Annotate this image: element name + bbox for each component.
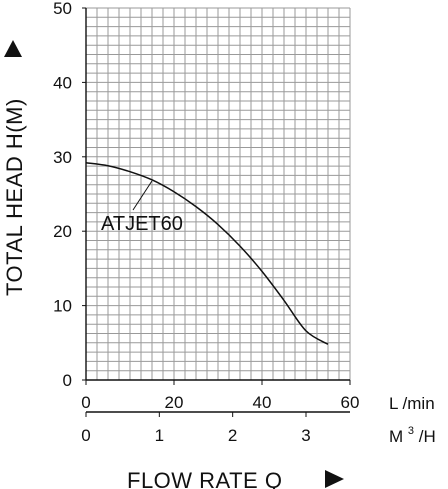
y-tick-label: 10 bbox=[53, 297, 72, 316]
secondary-x-axis-unit: M 3 /H bbox=[389, 419, 436, 446]
secondary-unit-superscript: 3 bbox=[408, 425, 414, 437]
series-label-atjet60: ATJET60 bbox=[101, 213, 183, 235]
series-line-atjet60 bbox=[85, 162, 329, 345]
x-axis-title: FLOW RATE Q bbox=[127, 468, 282, 489]
tick-labels: 0 10 20 30 40 50 0 20 40 60 0 1 2 3 bbox=[53, 0, 359, 445]
secondary-x-tick-label: 1 bbox=[155, 426, 164, 445]
x-axis-unit: L /min bbox=[389, 394, 435, 413]
x-tick-label: 0 bbox=[81, 393, 90, 412]
secondary-unit-tail: /H bbox=[419, 427, 436, 446]
y-axis-arrow-icon bbox=[4, 40, 22, 57]
y-tick-label: 0 bbox=[63, 371, 72, 390]
x-tick-label: 40 bbox=[253, 393, 272, 412]
y-tick-label: 50 bbox=[53, 0, 72, 18]
grid bbox=[86, 8, 350, 380]
series-layer bbox=[85, 162, 329, 345]
axes bbox=[82, 7, 351, 417]
y-tick-label: 30 bbox=[53, 148, 72, 167]
y-tick-label: 20 bbox=[53, 222, 72, 241]
x-tick-label: 60 bbox=[341, 393, 360, 412]
secondary-x-tick-label: 2 bbox=[228, 426, 237, 445]
secondary-x-tick-label: 3 bbox=[301, 426, 310, 445]
y-tick-label: 40 bbox=[53, 73, 72, 92]
x-tick-label: 20 bbox=[165, 393, 184, 412]
y-axis-title: TOTAL HEAD H(M) bbox=[2, 98, 27, 296]
secondary-x-tick-label: 0 bbox=[81, 426, 90, 445]
x-axis-arrow-icon bbox=[325, 470, 344, 488]
secondary-unit-base: M bbox=[389, 427, 403, 446]
series-leader-line bbox=[132, 180, 153, 211]
